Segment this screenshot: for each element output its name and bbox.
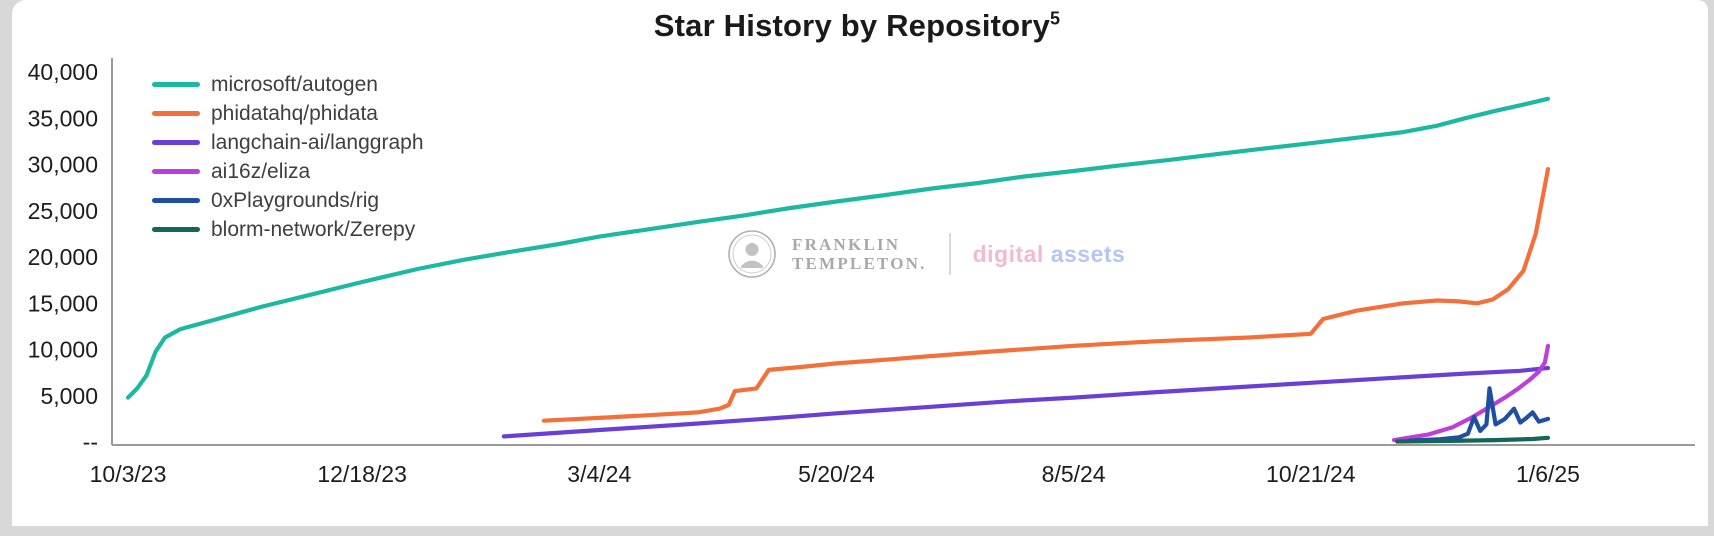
legend-item-0xplaygrounds-rig: 0xPlaygrounds/rig <box>152 188 424 212</box>
series-line-0xplaygrounds-rig <box>1407 386 1551 443</box>
legend-color-swatch <box>152 140 200 145</box>
y-tick-label: 20,000 <box>28 244 98 270</box>
chart-title-text: Star History by Repository <box>653 8 1051 43</box>
x-tick-label: 12/18/23 <box>317 461 407 487</box>
x-tick-label: 10/21/24 <box>1266 461 1356 487</box>
y-tick-label: 10,000 <box>28 337 98 363</box>
legend-color-swatch <box>152 82 200 87</box>
franklin-templeton-logo-icon <box>728 230 776 278</box>
watermark-word-assets: assets <box>1050 240 1126 267</box>
watermark-brand-line2: TEMPLETON. <box>792 254 927 273</box>
watermark-brand-line1: FRANKLIN <box>792 234 901 254</box>
series-line-langchain-ai-langgraph <box>501 365 1551 439</box>
franklin-templeton-wordmark: FRANKLIN TEMPLETON. <box>792 235 927 273</box>
watermark-divider <box>948 233 951 275</box>
series-line-microsoft-autogen <box>125 96 1551 400</box>
y-tick-label: 35,000 <box>28 105 98 131</box>
chart-title: Star History by Repository5 <box>0 8 1714 44</box>
legend-color-swatch <box>152 111 200 116</box>
legend-item-phidatahq-phidata: phidatahq/phidata <box>152 101 424 125</box>
series-line-ai16z-eliza <box>1391 343 1551 443</box>
series-line-phidatahq-phidata <box>541 167 1551 423</box>
y-tick-label: 30,000 <box>28 152 98 178</box>
legend-item-microsoft-autogen: microsoft/autogen <box>152 72 424 96</box>
x-tick-label: 5/20/24 <box>798 461 875 487</box>
y-tick-label: 40,000 <box>28 59 98 85</box>
legend-label: phidatahq/phidata <box>211 101 378 125</box>
legend-color-swatch <box>152 169 200 174</box>
legend-label: ai16z/eliza <box>211 159 311 183</box>
watermark-word-digital: digital <box>972 240 1044 267</box>
y-tick-label: 5,000 <box>40 383 98 409</box>
watermark: FRANKLIN TEMPLETON. digital assets <box>726 228 1125 280</box>
legend-item-ai16z-eliza: ai16z/eliza <box>152 159 424 183</box>
y-tick-label: 25,000 <box>28 198 98 224</box>
x-tick-label: 8/5/24 <box>1042 461 1106 487</box>
legend-label: 0xPlaygrounds/rig <box>211 188 380 212</box>
y-tick-label: -- <box>83 429 98 455</box>
legend-label: langchain-ai/langgraph <box>211 130 424 154</box>
chart-title-footnote: 5 <box>1050 8 1061 29</box>
series-line-blorm-network-zerepy <box>1394 435 1551 444</box>
legend-label: microsoft/autogen <box>211 72 378 96</box>
x-tick-label: 3/4/24 <box>567 461 631 487</box>
chart-legend: microsoft/autogen phidatahq/phidata langch… <box>152 72 424 241</box>
x-tick-label: 10/3/23 <box>90 461 167 487</box>
legend-item-langchain-ai-langgraph: langchain-ai/langgraph <box>152 130 424 154</box>
legend-color-swatch <box>152 198 200 203</box>
legend-label: blorm-network/Zerepy <box>211 217 416 241</box>
y-tick-label: 15,000 <box>28 290 98 316</box>
legend-item-blorm-network-zerepy: blorm-network/Zerepy <box>152 217 424 241</box>
digital-assets-wordmark: digital assets <box>973 241 1126 268</box>
x-tick-label: 1/6/25 <box>1516 461 1580 487</box>
legend-color-swatch <box>152 227 200 232</box>
